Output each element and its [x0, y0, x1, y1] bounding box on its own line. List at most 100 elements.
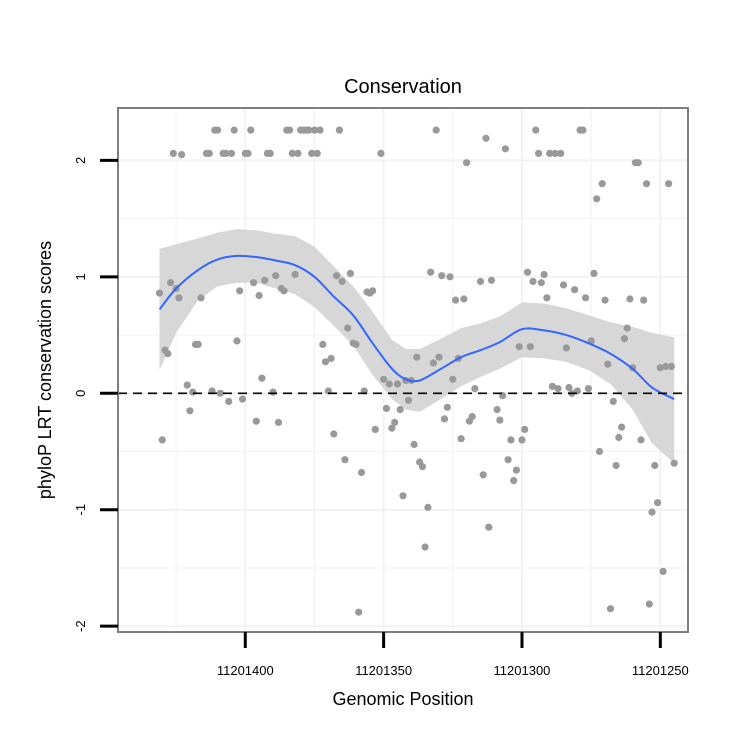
data-point: [449, 375, 457, 383]
data-point: [471, 385, 479, 393]
data-point: [532, 126, 540, 134]
data-point: [371, 425, 379, 433]
data-point: [604, 360, 612, 368]
data-point: [310, 126, 319, 134]
confidence-band: [159, 229, 675, 464]
data-point: [435, 353, 443, 361]
data-point: [291, 270, 299, 279]
chart-title: Conservation: [344, 76, 462, 98]
data-point: [562, 344, 570, 352]
data-point: [518, 436, 526, 444]
axes: 11201400 11201350 11201300 11201250 2 1 0 -1 -2: [73, 157, 689, 678]
data-point: [479, 471, 487, 479]
data-point: [225, 397, 233, 405]
data-point: [321, 358, 330, 366]
data-point: [258, 374, 266, 382]
data-point: [579, 126, 587, 134]
data-point: [214, 126, 222, 134]
data-point: [637, 436, 645, 444]
data-point: [626, 295, 634, 303]
data-point: [230, 126, 238, 134]
data-point: [659, 567, 667, 576]
data-point: [540, 270, 548, 279]
data-point: [377, 149, 385, 157]
data-point: [333, 272, 341, 280]
data-point: [598, 180, 606, 188]
data-point: [272, 272, 280, 280]
data-point: [656, 364, 664, 372]
data-point: [493, 406, 501, 414]
data-point: [308, 149, 316, 157]
data-point: [233, 337, 241, 345]
data-point: [158, 436, 166, 444]
data-point: [504, 456, 512, 464]
confidence-band-area: [159, 229, 675, 464]
data-point: [535, 149, 543, 157]
data-point: [319, 340, 327, 348]
data-point: [571, 286, 579, 294]
data-point: [274, 418, 283, 426]
data-point: [380, 375, 388, 383]
data-point: [460, 295, 468, 303]
data-point: [554, 385, 562, 393]
data-point: [443, 403, 451, 411]
data-point: [665, 180, 673, 188]
data-point: [388, 424, 396, 432]
y-axis-label: phyloP LRT conservation scores: [35, 241, 55, 499]
data-point: [634, 159, 642, 167]
data-point: [167, 279, 175, 287]
data-point: [515, 343, 523, 351]
data-point: [413, 353, 421, 361]
data-point: [620, 335, 629, 343]
data-point: [261, 276, 269, 284]
data-point: [247, 126, 255, 134]
data-point: [501, 145, 509, 153]
data-point: [404, 396, 413, 404]
smooth-curve: [158, 254, 675, 400]
data-point: [609, 397, 617, 405]
data-point: [255, 291, 263, 300]
data-point: [335, 126, 343, 134]
data-point: [548, 382, 557, 390]
data-point: [280, 287, 288, 295]
data-point: [606, 605, 615, 613]
data-point: [642, 180, 651, 188]
y-tick-label: 1: [73, 273, 88, 280]
data-point: [357, 468, 366, 477]
data-point: [341, 456, 349, 464]
data-point: [222, 149, 230, 157]
data-point: [396, 406, 404, 414]
data-point: [164, 350, 172, 358]
x-tick-label: 11201250: [632, 663, 689, 678]
data-point: [432, 126, 440, 134]
data-points: [155, 126, 678, 616]
data-point: [595, 447, 604, 456]
data-point: [543, 294, 551, 302]
data-point: [523, 268, 532, 276]
data-point: [169, 149, 177, 157]
data-point: [487, 276, 496, 284]
x-tick-label: 11201300: [494, 663, 551, 678]
data-point: [582, 294, 590, 302]
data-point: [197, 294, 205, 302]
data-point: [446, 273, 454, 281]
data-point: [294, 149, 302, 157]
data-point: [369, 287, 377, 295]
data-point: [452, 296, 460, 304]
data-point: [463, 159, 471, 167]
data-point: [496, 416, 504, 424]
data-point: [482, 134, 490, 142]
x-axis-label: Genomic Position: [332, 689, 473, 709]
panel-border: [117, 107, 689, 633]
data-point: [330, 430, 338, 438]
y-tick-label: -2: [73, 620, 88, 632]
panel-frame: [117, 107, 689, 633]
y-tick-label: -1: [73, 504, 88, 516]
data-point: [186, 407, 194, 415]
data-point: [391, 418, 399, 426]
data-point: [346, 269, 354, 277]
data-point: [305, 126, 313, 134]
data-point: [288, 149, 296, 157]
data-point: [537, 279, 545, 287]
data-point: [485, 523, 493, 531]
